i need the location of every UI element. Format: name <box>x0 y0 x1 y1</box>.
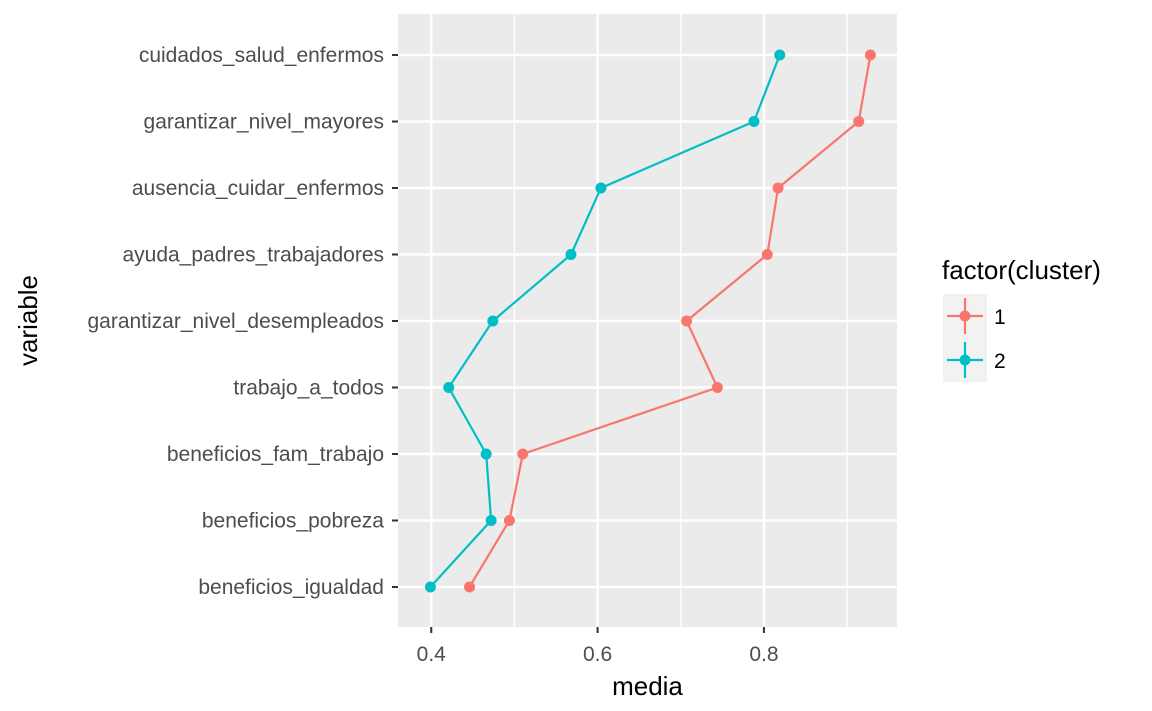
legend-key-point <box>959 310 971 322</box>
y-tick-label: beneficios_fam_trabajo <box>167 443 384 466</box>
y-tick-label: beneficios_igualdad <box>198 576 384 599</box>
legend-label: 1 <box>994 306 1006 329</box>
legend-items: 12 <box>943 294 1006 382</box>
data-point <box>772 182 784 194</box>
data-point <box>443 382 455 393</box>
major-gridlines <box>398 14 897 627</box>
data-point <box>464 581 476 593</box>
legend-title: factor(cluster) <box>942 255 1101 285</box>
data-point <box>517 448 529 460</box>
data-point <box>748 116 760 127</box>
x-axis: 0.4 0.6 0.8 <box>417 627 779 666</box>
data-point <box>480 448 492 460</box>
y-axis: cuidados_salud_enfermos garantizar_nivel_… <box>87 44 398 599</box>
data-point <box>424 581 436 593</box>
x-tick-label: 0.8 <box>749 643 778 666</box>
legend-key-point <box>959 354 971 366</box>
data-point <box>487 315 499 327</box>
legend: factor(cluster) 12 <box>942 255 1101 382</box>
y-tick-label: garantizar_nivel_desempleados <box>87 310 384 333</box>
y-tick-label: ausencia_cuidar_enfermos <box>132 177 384 200</box>
data-point <box>485 515 497 526</box>
series-2 <box>424 49 786 593</box>
y-tick-label: beneficios_pobreza <box>202 510 384 533</box>
data-point <box>565 249 577 260</box>
legend-item-1: 1 <box>943 294 1006 338</box>
x-tick-label: 0.4 <box>417 643 447 666</box>
data-point <box>774 49 786 61</box>
data-point <box>711 382 723 393</box>
y-tick-label: cuidados_salud_enfermos <box>139 44 384 67</box>
y-tick-label: garantizar_nivel_mayores <box>144 111 384 134</box>
x-tick-label: 0.6 <box>583 643 612 666</box>
data-point <box>853 116 865 127</box>
data-point <box>503 515 515 526</box>
y-tick-label: trabajo_a_todos <box>233 377 384 400</box>
legend-item-2: 2 <box>943 338 1006 382</box>
x-axis-title: media <box>612 671 683 701</box>
series-1 <box>464 49 876 593</box>
legend-label: 2 <box>994 350 1006 373</box>
y-tick-label: ayuda_padres_trabajadores <box>122 244 384 267</box>
data-point <box>761 249 773 260</box>
series-layer <box>424 49 876 593</box>
y-axis-title: variable <box>13 275 43 366</box>
data-point <box>595 182 607 194</box>
data-point <box>681 315 693 327</box>
data-point <box>864 49 876 61</box>
